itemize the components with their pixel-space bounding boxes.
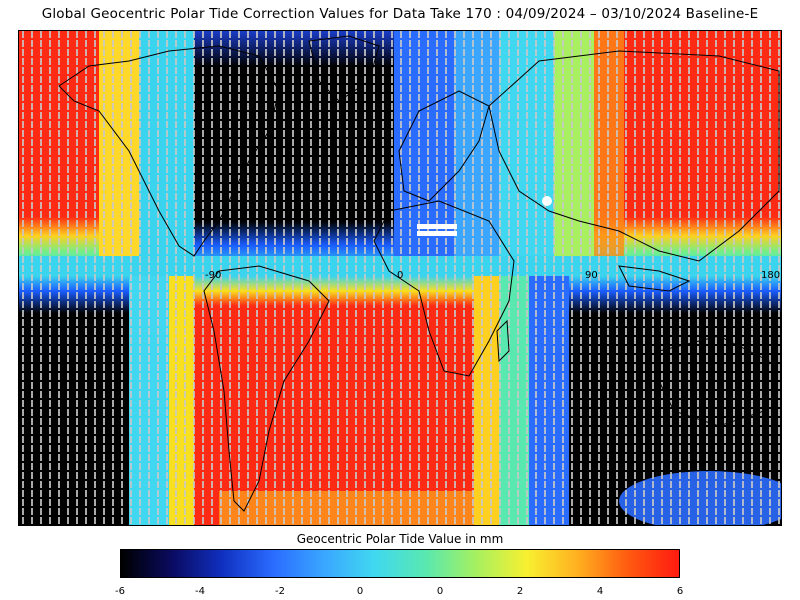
- lon-label-180: 180: [761, 270, 780, 281]
- legend-tick: 6: [676, 586, 684, 597]
- colorbar: [120, 549, 680, 578]
- lon-label-0: 0: [397, 270, 403, 281]
- legend-tick: -4: [195, 586, 205, 597]
- legend-tick: 4: [596, 586, 604, 597]
- legend-tick: 2: [516, 586, 524, 597]
- polar-tide-map: -90 0 90 180: [18, 30, 782, 526]
- legend-tick: 0: [436, 586, 444, 597]
- coastlines: [58, 35, 780, 512]
- legend-tick: 0: [356, 586, 364, 597]
- legend-tick: -2: [275, 586, 285, 597]
- map-title: Global Geocentric Polar Tide Correction …: [41, 6, 759, 22]
- lon-label-90: 90: [585, 270, 598, 281]
- legend-tick: -6: [115, 586, 125, 597]
- legend-title: Geocentric Polar Tide Value in mm: [296, 532, 504, 546]
- lon-label-neg90: -90: [205, 270, 221, 281]
